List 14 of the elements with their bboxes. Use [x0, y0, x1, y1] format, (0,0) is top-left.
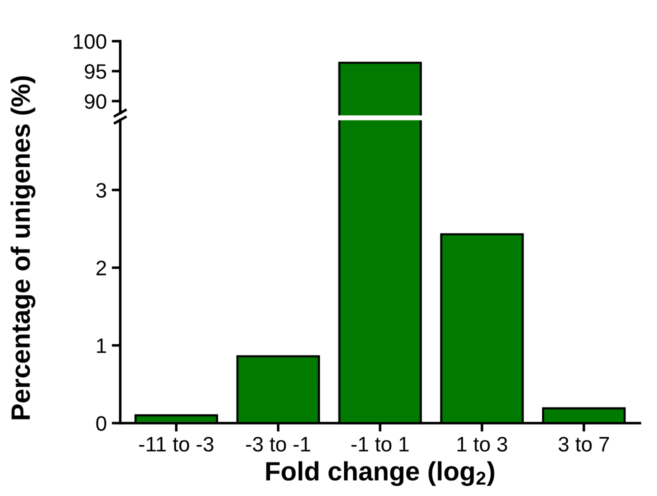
y-tick-label: 90	[84, 94, 106, 109]
x-tick-label: -1 to 1	[351, 437, 409, 452]
y-tick-label: 2	[96, 260, 106, 276]
x-tick-label: 3 to 7	[558, 436, 609, 452]
y-tick-label: 1	[97, 338, 106, 353]
y-tick-label: 0	[96, 416, 106, 431]
y-axis-title: Percentage of unigenes (%)	[10, 76, 36, 420]
x-tick-label: -3 to -1	[246, 436, 310, 452]
x-tick-label: -11 to -3	[139, 436, 214, 452]
x-axis-title: Fold change (log$_{2}$)	[266, 461, 494, 486]
y-tick-label: 100	[74, 34, 106, 49]
y-tick-label: 95	[84, 64, 106, 79]
x-tick-label: 1 to 3	[458, 436, 508, 452]
y-tick-label: 3	[96, 182, 106, 198]
